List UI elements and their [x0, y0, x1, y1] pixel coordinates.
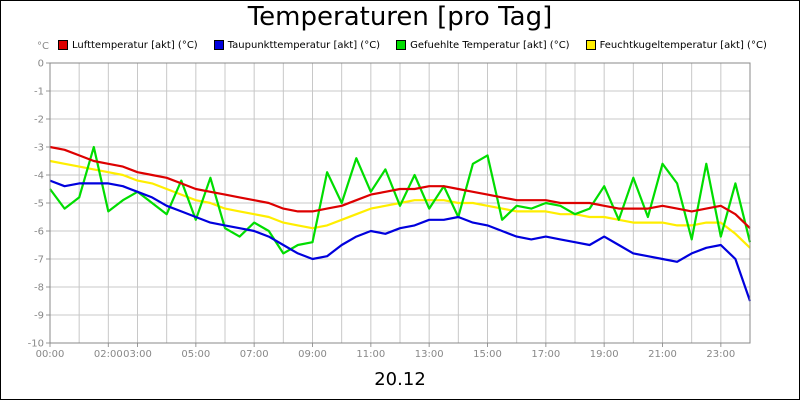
x-tick-label: 02:00 [94, 349, 123, 360]
y-tick-label: -7 [34, 255, 44, 266]
series-line-lufttemperatur [49, 145, 751, 229]
legend-item-taupunkttemperatur: Taupunkttemperatur [akt] (°C) [213, 39, 381, 51]
y-tick-label: -3 [34, 143, 44, 154]
y-tick-label: -4 [34, 171, 44, 182]
legend-label-gefuehlte-temperatur: Gefuehlte Temperatur [akt] (°C) [410, 39, 570, 51]
y-tick-label: -1 [34, 87, 44, 98]
y-tick-label: -9 [34, 311, 44, 322]
y-unit-label: °C [37, 41, 49, 52]
x-tick-label: 23:00 [706, 349, 735, 360]
x-tick-label: 21:00 [648, 349, 677, 360]
x-tick-label: 09:00 [298, 349, 327, 360]
legend-label-lufttemperatur: Lufttemperatur [akt] (°C) [72, 39, 198, 51]
legend-swatch-feuchtkugeltemperatur [585, 40, 596, 50]
plot-border [49, 62, 751, 344]
x-axis-caption: 20.12 [374, 369, 426, 390]
y-tick-label: -6 [34, 227, 44, 238]
legend-swatch-gefuehlte-temperatur [396, 40, 407, 50]
legend-swatch-taupunkttemperatur [213, 40, 224, 50]
x-tick-label: 11:00 [356, 349, 385, 360]
legend-item-gefuehlte-temperatur: Gefuehlte Temperatur [akt] (°C) [396, 39, 570, 51]
x-tick-label: 05:00 [181, 349, 210, 360]
x-tick-label: 03:00 [123, 349, 152, 360]
legend-item-lufttemperatur: Lufttemperatur [akt] (°C) [58, 40, 198, 51]
y-tick-label: -8 [34, 283, 44, 294]
legend-label-taupunkttemperatur: Taupunkttemperatur [akt] (°C) [227, 39, 381, 51]
x-tick-label: 07:00 [240, 349, 269, 360]
series-line-taupunkttemperatur [49, 179, 752, 302]
legend-label-feuchtkugeltemperatur: Feuchtkugeltemperatur [akt] (°C) [599, 39, 767, 51]
y-tick-label: 0 [38, 59, 44, 70]
x-tick-label: 13:00 [415, 349, 444, 360]
y-tick-label: -2 [34, 115, 44, 126]
series-line-gefuehlte-temperatur [49, 145, 752, 255]
legend-swatch-lufttemperatur [58, 40, 68, 50]
x-tick-label: 00:00 [36, 349, 65, 360]
x-tick-label: 19:00 [590, 349, 619, 360]
x-tick-label: 15:00 [473, 349, 502, 360]
legend: Lufttemperatur [akt] (°C) Taupunkttemper… [58, 38, 783, 52]
x-tick-label: 17:00 [531, 349, 560, 360]
chart-title: Temperaturen [pro Tag] [247, 2, 553, 32]
legend-item-feuchtkugeltemperatur: Feuchtkugeltemperatur [akt] (°C) [585, 39, 767, 51]
y-tick-label: -10 [28, 339, 44, 350]
y-tick-label: -5 [34, 199, 44, 210]
